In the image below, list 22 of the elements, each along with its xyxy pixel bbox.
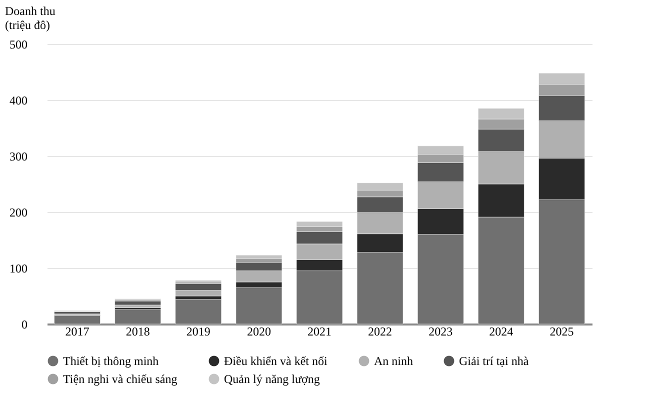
y-tick-label: 0: [22, 318, 28, 332]
x-tick-label: 2019: [186, 324, 210, 338]
legend-label: Tiện nghi và chiếu sáng: [63, 372, 178, 386]
y-tick-label: 100: [10, 262, 28, 276]
x-tick-label: 2021: [308, 324, 332, 338]
x-tick-label: 2020: [246, 324, 271, 338]
legend-label: Điều khiển và kết nối: [224, 354, 328, 368]
legend-label: An ninh: [374, 354, 413, 368]
x-tick-label: 2024: [489, 324, 514, 338]
legend-label: Quản lý năng lượng: [224, 372, 320, 386]
y-tick-label: 400: [10, 94, 28, 108]
x-tick-label: 2018: [126, 324, 150, 338]
y-axis-title: Doanh thu (triệu đô): [5, 4, 56, 32]
y-tick-label: 300: [10, 150, 28, 164]
x-tick-label: 2022: [368, 324, 392, 338]
x-tick-label: 2023: [428, 324, 453, 338]
x-tick-label: 2017: [65, 324, 90, 338]
legend-label: Thiết bị thông minh: [63, 354, 159, 368]
legend-label: Giải trí tại nhà: [459, 354, 530, 368]
x-tick-label: 2025: [550, 324, 574, 338]
y-tick-label: 200: [10, 206, 28, 220]
y-tick-label: 500: [10, 38, 28, 52]
